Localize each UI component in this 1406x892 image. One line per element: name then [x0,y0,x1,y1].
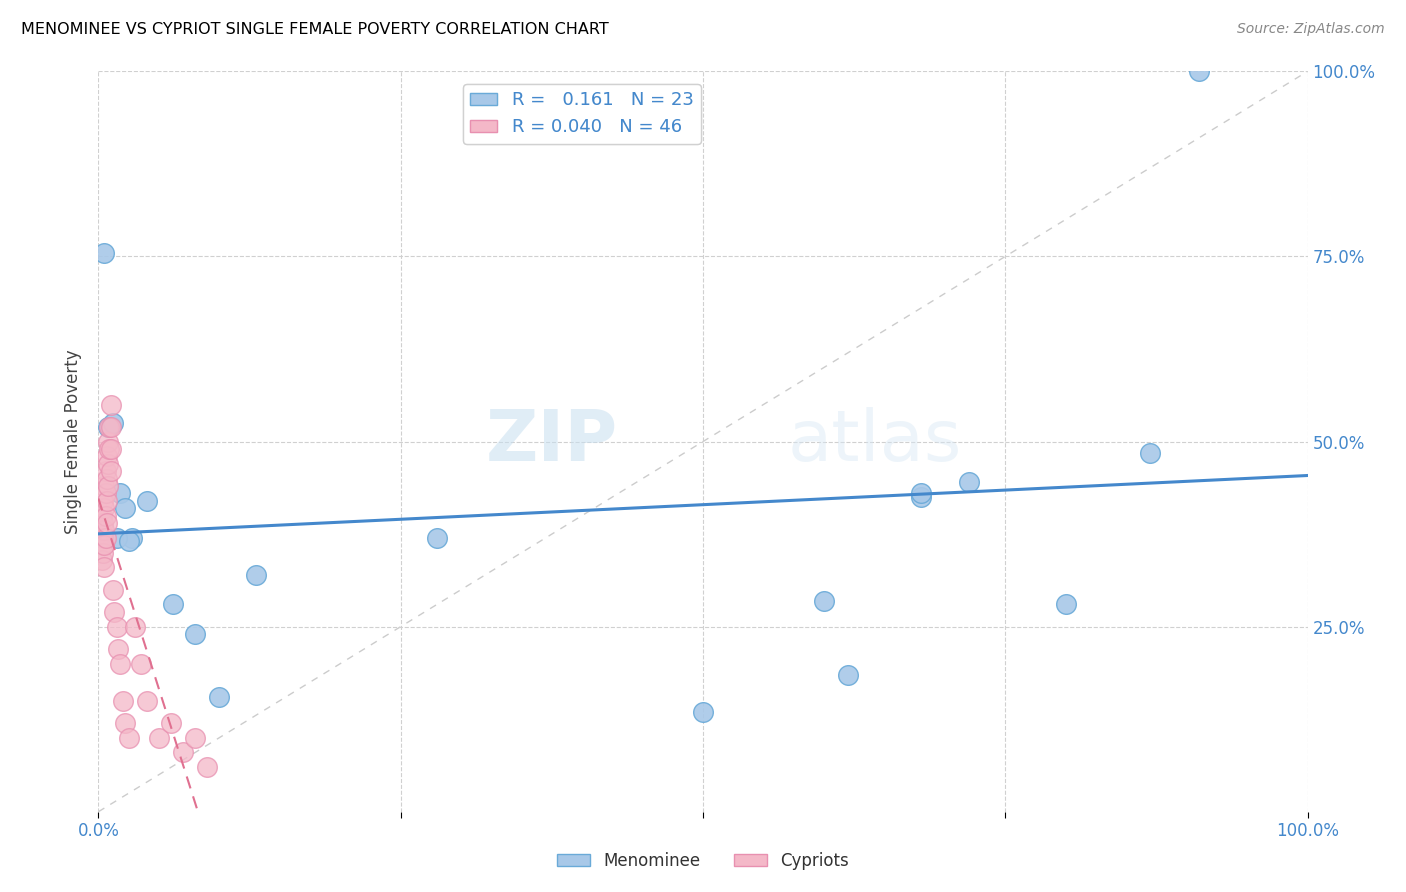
Point [107,641,129,656]
Point [94,531,117,545]
Point [910,486,932,500]
Point [91,538,114,552]
Point [105,531,128,545]
Point [101,416,124,430]
Point [813,593,835,607]
Point [135,493,157,508]
Point [837,667,859,681]
Point [97,434,120,449]
Point [195,760,218,774]
Point [121,531,143,545]
Point [100,398,122,412]
Point [957,475,980,490]
Point [94,464,117,478]
Point [184,627,207,641]
Point [100,419,122,434]
Legend: Menominee, Cypriots: Menominee, Cypriots [550,846,856,877]
Point [91,508,114,523]
Point [96,471,118,485]
Point [692,705,714,719]
Point [91,553,114,567]
Point [910,490,932,504]
Point [91,516,114,530]
Point [94,508,117,523]
Point [172,746,194,760]
Point [208,690,231,704]
Point [124,619,146,633]
Point [91,546,114,560]
Point [105,619,128,633]
Text: atlas: atlas [787,407,962,476]
Point [93,501,115,516]
Point [93,479,115,493]
Legend: R =   0.161   N = 23, R = 0.040   N = 46: R = 0.161 N = 23, R = 0.040 N = 46 [463,84,702,144]
Text: MENOMINEE VS CYPRIOT SINGLE FEMALE POVERTY CORRELATION CHART: MENOMINEE VS CYPRIOT SINGLE FEMALE POVER… [21,22,609,37]
Point [101,582,124,597]
Point [118,534,141,549]
Point [93,245,115,260]
Point [90,524,112,538]
Point [91,531,114,545]
Point [97,479,120,493]
Point [91,493,114,508]
Point [96,450,118,464]
Point [96,493,118,508]
Point [108,657,131,671]
Point [184,731,207,745]
Point [96,516,118,530]
Point [100,464,122,478]
Point [162,598,184,612]
Point [114,501,136,516]
Point [114,715,136,730]
Point [426,531,449,545]
Point [148,731,170,745]
Point [97,457,120,471]
Point [97,419,120,434]
Point [98,442,121,456]
Point [245,567,267,582]
Point [1054,598,1077,612]
Point [111,694,134,708]
Point [98,419,121,434]
Text: Source: ZipAtlas.com: Source: ZipAtlas.com [1237,22,1385,37]
Point [93,524,115,538]
Point [160,715,183,730]
Y-axis label: Single Female Poverty: Single Female Poverty [65,350,83,533]
Point [1139,445,1161,459]
Point [93,538,115,552]
Point [135,694,157,708]
Point [1188,64,1211,78]
Point [129,657,152,671]
Point [103,605,125,619]
Point [94,486,117,500]
Point [93,560,115,574]
Point [118,731,141,745]
Text: ZIP: ZIP [486,407,619,476]
Point [108,486,131,500]
Point [100,442,122,456]
